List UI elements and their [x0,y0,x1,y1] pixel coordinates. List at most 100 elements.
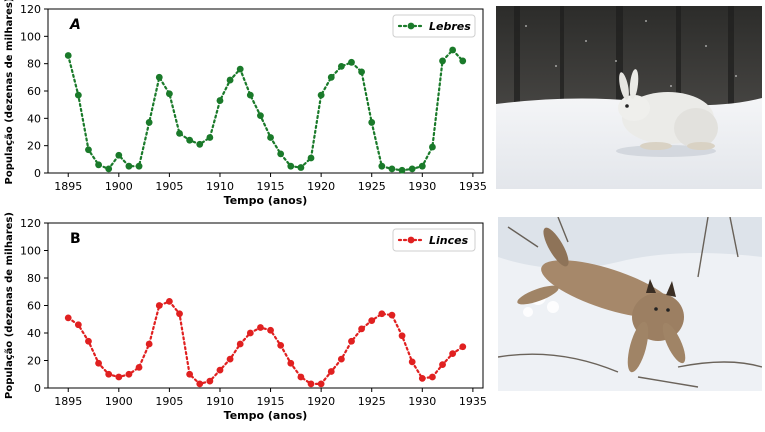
data-point [378,310,386,318]
data-point [358,68,366,76]
data-point [196,140,204,148]
x-tick-label: 1910 [206,180,234,193]
x-tick-label: 1905 [155,395,183,408]
data-point [196,380,204,388]
data-point [327,73,335,81]
data-point [327,368,335,375]
data-point [74,321,82,329]
x-tick-label: 1895 [54,395,82,408]
y-tick-label: 100 [20,30,41,43]
data-point [186,136,194,144]
data-point [115,151,123,159]
legend-box [392,228,476,252]
x-tick-label: 1895 [54,180,82,193]
data-point [64,314,72,322]
data-point [277,341,285,349]
panel-b: 0 20 40 60 80 100 120 1895 1900 1905 1910 1915 1920 1… [4,212,487,422]
data-point [226,76,234,84]
x-tick-label: 1915 [257,395,285,408]
data-point [297,164,305,171]
data-point [337,63,345,70]
y-tick-label: 0 [34,167,41,180]
series-line [67,48,464,172]
data-point [297,373,305,381]
data-point [95,359,102,367]
data-point [236,340,244,348]
y-axis-label: População (dezenas de milhares) [4,212,15,399]
x-tick-label: 1925 [358,395,386,408]
data-point [74,91,82,99]
data-point [236,65,244,73]
data-point [378,162,386,170]
data-point [105,370,113,378]
data-point [257,112,264,119]
x-tick-label: 1935 [459,395,487,408]
legend-label: Linces [429,234,469,247]
data-point [398,166,406,174]
y-tick-label: 80 [27,58,41,71]
data-point [388,165,396,173]
data-point [439,57,446,65]
legend-swatch-marker [407,22,415,30]
data-point [64,52,72,59]
data-point [135,162,143,170]
data-point [459,57,467,65]
data-point [307,154,315,162]
y-tick-label: 80 [27,272,41,285]
data-point [388,311,396,319]
data-point [246,329,254,337]
data-point [176,129,183,137]
legend-label: Lebres [429,20,471,33]
y-tick-label: 20 [27,140,41,153]
data-point [226,355,234,363]
x-tick-label: 1900 [105,180,133,193]
y-tick-label: 0 [34,382,41,395]
y-tick-label: 40 [27,112,41,125]
data-point [85,146,92,154]
x-tick-label: 1915 [257,180,285,193]
x-tick-label: 1935 [459,180,487,193]
data-point [216,366,224,374]
y-tick-label: 40 [27,327,41,340]
data-point [206,377,214,385]
data-point [317,91,325,99]
data-point [125,162,133,170]
data-point [287,162,295,170]
data-point [408,358,416,366]
data-point [337,355,345,363]
data-point [165,297,173,305]
data-point [125,370,133,378]
x-tick-label: 1920 [307,395,335,408]
data-point [449,46,457,54]
data-point [429,143,436,151]
data-point [165,90,173,98]
data-point [418,374,426,382]
data-point [145,119,153,126]
y-tick-label: 100 [20,245,41,258]
panel-label: A [69,17,81,33]
y-tick-label: 60 [27,85,41,98]
x-tick-label: 1910 [206,395,234,408]
panel-a: 0 20 40 60 80 100 120 1895 1900 1905 1910 1915 1920 1… [4,0,487,207]
data-point [267,326,274,334]
data-point [368,119,376,126]
y-tick-label: 120 [20,217,41,230]
data-point [246,91,254,99]
hare-photo [496,6,762,189]
x-tick-label: 1900 [105,395,133,408]
data-point [459,343,467,351]
data-point [176,310,183,318]
x-tick-label: 1905 [155,180,183,193]
x-tick-label: 1925 [358,180,386,193]
data-point [145,340,153,348]
x-axis-label: Tempo (anos) [224,409,308,422]
legend-swatch-marker [407,236,415,244]
data-point [418,162,426,170]
data-point [358,325,366,333]
y-tick-label: 60 [27,300,41,313]
data-point [257,324,264,331]
data-point [449,350,457,358]
data-point [267,134,274,141]
panel-label: B [70,231,81,247]
